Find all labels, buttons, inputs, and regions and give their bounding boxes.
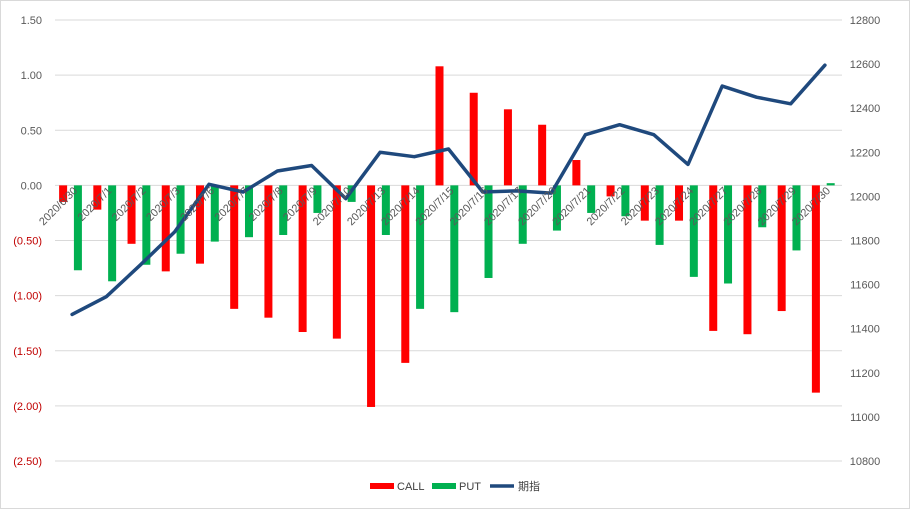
right-tick-label: 11400 <box>850 324 880 336</box>
bar-call <box>606 185 615 197</box>
left-tick-label: 0.50 <box>21 125 42 137</box>
left-tick-label: (1.50) <box>13 346 42 358</box>
legend-swatch-put <box>432 483 456 489</box>
bar-put <box>621 185 630 217</box>
bar-put <box>655 185 664 245</box>
bar-call <box>743 185 752 335</box>
left-tick-label: (2.00) <box>13 401 42 413</box>
legend-label-put: PUT <box>459 481 481 493</box>
legend-label-index: 期指 <box>518 479 540 493</box>
bar-call <box>298 185 307 333</box>
right-tick-label: 12600 <box>850 59 881 71</box>
bar-call <box>367 185 376 407</box>
bar-put <box>108 185 117 282</box>
bar-put <box>313 185 322 213</box>
right-tick-label: 12000 <box>850 191 881 203</box>
bar-put <box>518 185 527 244</box>
right-tick-label: 12800 <box>850 15 881 27</box>
left-tick-label: (1.00) <box>13 291 42 303</box>
left-tick-label: 1.00 <box>21 70 42 82</box>
bar-put <box>450 185 459 313</box>
right-y-axis: 12800 12600 12400 12200 12000 11800 11600 11400… <box>850 15 881 468</box>
bar-put <box>244 185 253 238</box>
bar-call <box>195 185 204 264</box>
bar-call <box>127 185 136 244</box>
legend: CALL PUT 期指 <box>370 479 540 493</box>
bar-put <box>826 183 835 186</box>
legend-swatch-call <box>370 483 394 489</box>
bar-call <box>572 160 581 186</box>
bar-call <box>161 185 170 272</box>
bar-call <box>401 185 410 363</box>
left-tick-label: 0.00 <box>21 180 42 192</box>
bar-put <box>587 185 596 213</box>
bar-put <box>416 185 425 309</box>
line-series <box>70 63 827 317</box>
right-tick-label: 10800 <box>850 456 881 468</box>
bar-call <box>230 185 239 309</box>
left-tick-label: 1.50 <box>21 15 42 27</box>
right-tick-label: 11200 <box>850 368 880 380</box>
bar-put <box>142 185 151 265</box>
bar-call <box>503 109 512 186</box>
bar-call <box>538 124 547 186</box>
bar-put <box>210 185 219 242</box>
bar-put <box>792 185 801 251</box>
bar-put <box>381 185 390 235</box>
right-tick-label: 12200 <box>850 147 881 159</box>
bar-call <box>811 185 820 393</box>
bar-put <box>689 185 698 277</box>
bar-put <box>484 185 493 278</box>
bar-put <box>73 185 82 271</box>
bar-put <box>176 185 185 254</box>
bar-call <box>59 185 68 202</box>
bar-call <box>777 185 786 312</box>
left-tick-label: (2.50) <box>13 456 42 468</box>
bar-put <box>758 185 767 228</box>
bar-call <box>264 185 273 318</box>
bar-call <box>675 185 684 221</box>
bar-call <box>640 185 649 221</box>
line-index <box>70 63 827 317</box>
right-tick-label: 12400 <box>850 103 881 115</box>
bar-series <box>59 66 835 407</box>
right-tick-label: 11800 <box>850 236 880 248</box>
left-tick-label: (0.50) <box>13 236 42 248</box>
bar-put <box>724 185 733 284</box>
left-y-axis: 1.50 1.00 0.50 0.00 (0.50) (1.00) (1.50) (2.00)… <box>13 15 42 468</box>
bar-call <box>93 185 102 210</box>
legend-label-call: CALL <box>397 481 425 493</box>
bar-call <box>435 66 444 186</box>
bar-call <box>709 185 718 331</box>
bar-put <box>279 185 288 235</box>
bar-call <box>469 92 478 186</box>
right-tick-label: 11000 <box>850 412 880 424</box>
bar-put <box>552 185 561 231</box>
bar-call <box>332 185 341 339</box>
right-tick-label: 11600 <box>850 280 880 292</box>
